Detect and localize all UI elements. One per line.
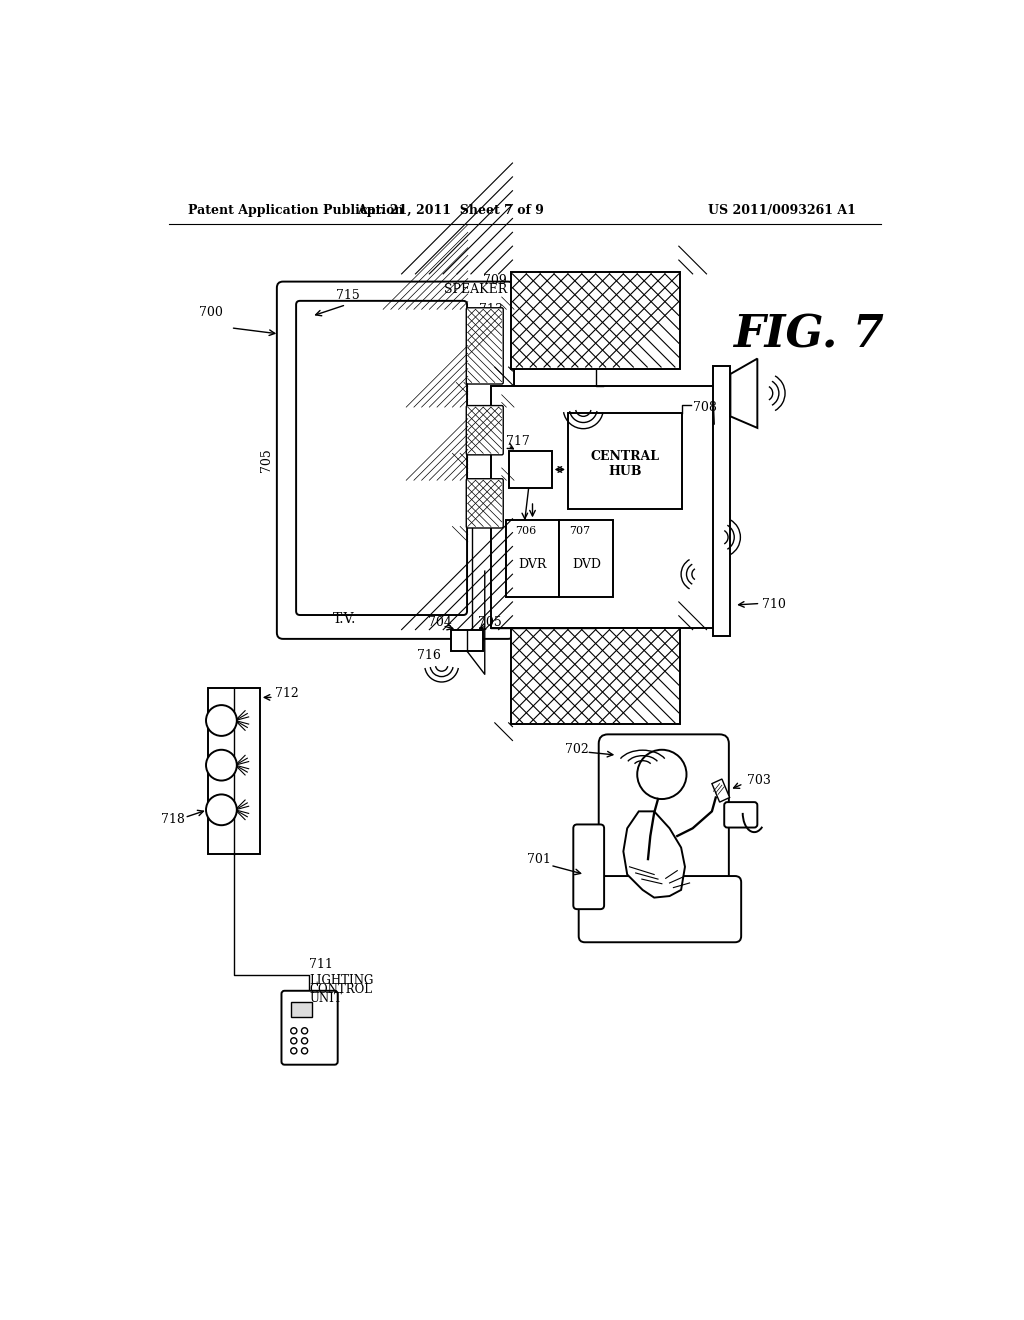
Text: 717: 717 (506, 436, 529, 449)
Text: 706: 706 (515, 527, 537, 536)
Text: 702: 702 (565, 743, 589, 756)
Text: 715: 715 (336, 289, 359, 302)
Text: CONTROL: CONTROL (309, 983, 372, 997)
Circle shape (291, 1038, 297, 1044)
FancyBboxPatch shape (282, 991, 338, 1065)
Polygon shape (730, 359, 758, 428)
Text: T.V.: T.V. (333, 612, 356, 626)
Text: 705: 705 (478, 616, 502, 630)
Text: SPEAKER: SPEAKER (443, 282, 507, 296)
Bar (511, 628, 680, 725)
Text: 713: 713 (479, 302, 503, 315)
Text: UNIT: UNIT (309, 993, 342, 1006)
FancyBboxPatch shape (466, 308, 503, 384)
FancyBboxPatch shape (466, 405, 503, 455)
Text: CENTRAL
HUB: CENTRAL HUB (591, 450, 659, 478)
FancyBboxPatch shape (579, 876, 741, 942)
Text: 711: 711 (309, 958, 333, 972)
FancyBboxPatch shape (296, 301, 467, 615)
Bar (511, 272, 680, 368)
Bar (512, 630, 679, 723)
Text: 703: 703 (746, 774, 770, 787)
Circle shape (637, 750, 686, 799)
Circle shape (291, 1048, 297, 1053)
Bar (512, 275, 679, 367)
FancyBboxPatch shape (573, 825, 604, 909)
Text: Patent Application Publication: Patent Application Publication (188, 205, 403, 218)
Text: 700: 700 (200, 306, 223, 319)
FancyBboxPatch shape (466, 479, 503, 528)
Circle shape (301, 1028, 307, 1034)
Bar (208, 688, 260, 854)
Polygon shape (624, 812, 685, 898)
Text: 704: 704 (428, 616, 452, 630)
FancyBboxPatch shape (724, 803, 758, 828)
Bar (291, 1002, 312, 1016)
Text: 710: 710 (762, 598, 785, 611)
FancyBboxPatch shape (276, 281, 514, 639)
Text: LIGHTING: LIGHTING (309, 974, 374, 987)
Circle shape (206, 750, 237, 780)
Text: 705: 705 (259, 449, 272, 473)
Text: US 2011/0093261 A1: US 2011/0093261 A1 (708, 205, 856, 218)
Bar (451, 630, 483, 651)
Polygon shape (712, 779, 730, 803)
Text: 716: 716 (418, 648, 441, 661)
Text: 709: 709 (483, 273, 507, 286)
Circle shape (301, 1048, 307, 1053)
Text: 708: 708 (692, 400, 717, 413)
Bar (509, 451, 552, 488)
Bar (714, 367, 730, 636)
Circle shape (301, 1038, 307, 1044)
Text: 712: 712 (275, 686, 299, 700)
Circle shape (206, 795, 237, 825)
Circle shape (206, 705, 237, 737)
Bar (559, 520, 613, 597)
Text: DVD: DVD (571, 558, 601, 572)
Text: 718: 718 (161, 813, 185, 825)
Bar (568, 412, 682, 508)
Text: DVR: DVR (518, 558, 547, 572)
Text: 701: 701 (526, 853, 551, 866)
FancyBboxPatch shape (599, 734, 729, 937)
Text: 707: 707 (569, 527, 591, 536)
Circle shape (291, 1028, 297, 1034)
Bar (490, 385, 714, 628)
Bar (506, 520, 559, 597)
Text: Apr. 21, 2011  Sheet 7 of 9: Apr. 21, 2011 Sheet 7 of 9 (356, 205, 544, 218)
Text: FIG. 7: FIG. 7 (733, 314, 884, 356)
